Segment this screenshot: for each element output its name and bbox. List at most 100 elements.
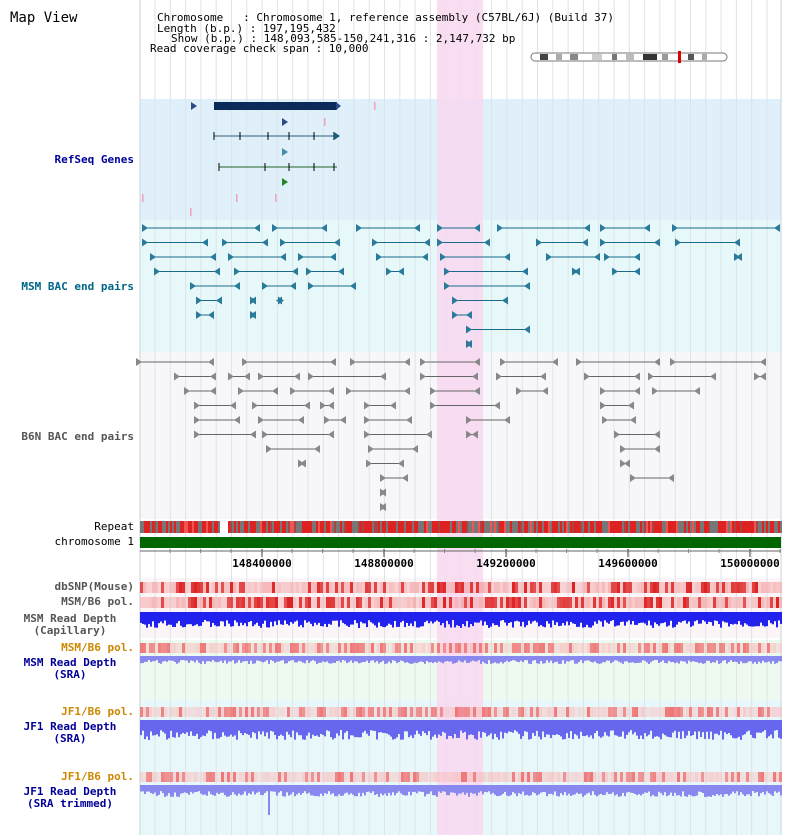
jf1-trimmed-depth-bar bbox=[352, 785, 354, 795]
jf1-trimmed-depth-bar bbox=[310, 785, 312, 796]
jf1-trimmed-depth-bar bbox=[590, 785, 592, 796]
jf1-b6-pol2-heat-cell bbox=[551, 772, 554, 782]
jf1-trimmed-depth-bar bbox=[174, 785, 176, 793]
jf1-trimmed-depth-bar bbox=[154, 785, 156, 793]
jf1-sra-depth-bar bbox=[702, 720, 704, 733]
msm-sra-depth-bar bbox=[616, 656, 618, 661]
msm-sra-depth-bar bbox=[624, 656, 626, 662]
repeat-segment bbox=[676, 521, 678, 533]
jf1-trimmed-depth-bar bbox=[366, 785, 368, 792]
track-label-msm-bac[interactable]: MSM BAC end pairs bbox=[21, 280, 134, 293]
jf1-trimmed-depth-bar bbox=[200, 785, 202, 794]
jf1-b6-pol2-heat-cell bbox=[317, 772, 320, 782]
msm-b6-pol-heat-cell bbox=[194, 597, 197, 608]
jf1-trimmed-depth-bar bbox=[210, 785, 212, 795]
msm-capillary-depth-bar bbox=[186, 612, 188, 625]
msm-b6-pol-heat-cell bbox=[434, 597, 437, 608]
msm-sra-depth-bar bbox=[568, 656, 570, 662]
jf1-sra-depth-bar bbox=[300, 720, 302, 736]
msm-b6-pol-sra-heat-cell bbox=[404, 643, 407, 653]
jf1-trimmed-depth-bar bbox=[746, 785, 748, 795]
jf1-b6-pol-heat-cell bbox=[284, 707, 287, 717]
jf1-sra-depth-bar bbox=[636, 720, 638, 736]
track-label-b6n-bac[interactable]: B6N BAC end pairs bbox=[21, 430, 134, 443]
msm-sra-depth-bar bbox=[708, 656, 710, 661]
msm-capillary-depth-bar bbox=[604, 612, 606, 621]
repeat-segment bbox=[696, 521, 698, 533]
msm-b6-pol-heat-cell bbox=[470, 597, 473, 608]
jf1-trimmed-depth-bar bbox=[628, 785, 630, 792]
repeat-segment bbox=[724, 521, 726, 533]
jf1-b6-pol-heat-cell bbox=[743, 707, 746, 717]
repeat-segment bbox=[432, 521, 434, 533]
msm-capillary-depth-bar bbox=[178, 612, 180, 621]
msm-b6-pol-sra-heat-cell bbox=[290, 643, 293, 653]
jf1-trimmed-depth-bar bbox=[520, 785, 522, 795]
jf1-sra-depth-bar bbox=[274, 720, 276, 735]
msm-sra-depth-bar bbox=[304, 656, 306, 664]
msm-b6-pol-sra-heat-cell bbox=[551, 643, 554, 653]
msm-sra-depth-bar bbox=[566, 656, 568, 662]
jf1-sra-depth-bar bbox=[256, 720, 258, 740]
jf1-trimmed-depth-bar bbox=[466, 785, 468, 793]
jf1-b6-pol2-heat-cell bbox=[146, 772, 149, 782]
msm-capillary-depth-bar bbox=[268, 612, 270, 628]
msm-capillary-depth-bar bbox=[402, 612, 404, 621]
jf1-b6-pol2-heat-cell bbox=[632, 772, 635, 782]
jf1-sra-depth-bar bbox=[530, 720, 532, 739]
msm-bac-pair-end bbox=[604, 253, 610, 261]
jf1-b6-pol-heat-cell bbox=[311, 707, 314, 717]
jf1-b6-pol2-heat-cell bbox=[686, 772, 689, 782]
jf1-sra-depth-bar bbox=[686, 720, 688, 736]
msm-sra-depth-bar bbox=[760, 656, 762, 664]
jf1-b6-pol-heat-cell bbox=[626, 707, 629, 717]
track-label-msm-depth-cap-line1: MSM Read Depth bbox=[23, 612, 117, 625]
msm-bac-pair-end bbox=[484, 238, 490, 247]
msm-b6-pol-sra-heat-cell bbox=[425, 643, 428, 653]
msm-bac-pair-end bbox=[444, 267, 450, 276]
msm-sra-depth-bar bbox=[182, 656, 184, 661]
jf1-trimmed-depth-bar bbox=[262, 785, 264, 796]
jf1-b6-pol2-heat-cell bbox=[593, 772, 596, 782]
dbsnp-heat-cell bbox=[212, 582, 215, 593]
jf1-trimmed-depth-bar bbox=[218, 785, 220, 795]
msm-capillary-depth-bar bbox=[626, 612, 628, 622]
jf1-b6-pol-heat-cell bbox=[668, 707, 671, 717]
repeat-segment bbox=[528, 521, 530, 533]
jf1-sra-depth-bar bbox=[394, 720, 396, 739]
msm-capillary-depth-bar bbox=[700, 612, 702, 624]
dbsnp-heat-cell bbox=[299, 582, 302, 593]
repeat-segment bbox=[540, 521, 542, 533]
jf1-sra-depth-bar bbox=[514, 720, 516, 731]
msm-capillary-depth-bar bbox=[304, 612, 306, 621]
jf1-b6-pol2-heat-cell bbox=[161, 772, 164, 782]
repeat-segment bbox=[414, 521, 416, 533]
msm-sra-depth-bar bbox=[546, 656, 548, 661]
msm-b6-pol-sra-heat-cell bbox=[461, 643, 464, 653]
msm-b6-pol-sra-heat-cell bbox=[596, 643, 599, 653]
msm-b6-pol-sra-heat-cell bbox=[518, 643, 521, 653]
msm-b6-pol-sra-heat-cell bbox=[164, 643, 167, 653]
repeat-segment bbox=[348, 521, 350, 533]
jf1-trimmed-depth-bar bbox=[312, 785, 314, 796]
msm-sra-depth-bar bbox=[574, 656, 576, 664]
msm-sra-depth-bar bbox=[250, 656, 252, 661]
dbsnp-heat-cell bbox=[440, 582, 443, 593]
jf1-sra-depth-bar bbox=[724, 720, 726, 733]
track-label-refseq[interactable]: RefSeq Genes bbox=[54, 153, 134, 166]
repeat-segment bbox=[266, 521, 268, 533]
dbsnp-heat-cell bbox=[215, 582, 218, 593]
jf1-sra-depth-bar bbox=[342, 720, 344, 740]
jf1-trimmed-depth-bar bbox=[284, 785, 286, 797]
jf1-sra-depth-bar bbox=[322, 720, 324, 735]
jf1-trimmed-depth-bar bbox=[578, 785, 580, 795]
jf1-b6-pol-heat-cell bbox=[434, 707, 437, 717]
jf1-trimmed-depth-bar bbox=[330, 785, 332, 795]
dbsnp-heat-cell bbox=[494, 582, 497, 593]
jf1-b6-pol2-heat-cell bbox=[236, 772, 239, 782]
jf1-sra-depth-bar bbox=[672, 720, 674, 733]
jf1-sra-depth-bar bbox=[722, 720, 724, 740]
repeat-segment bbox=[588, 521, 590, 533]
jf1-trimmed-depth-bar bbox=[576, 785, 578, 793]
